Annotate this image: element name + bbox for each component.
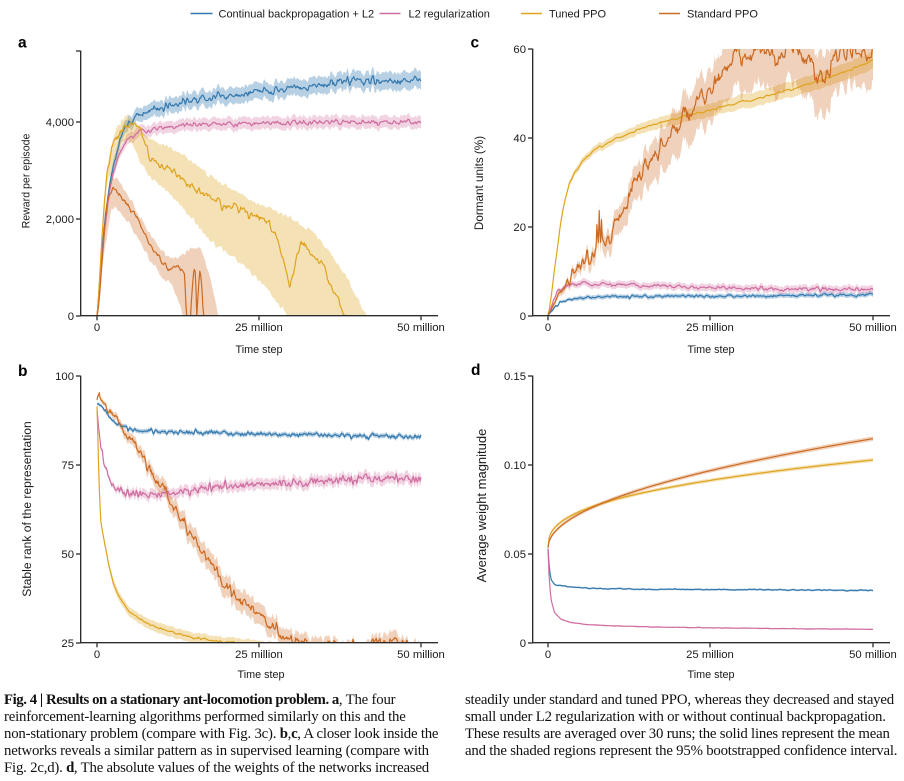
svg-text:60: 60 [513, 44, 526, 56]
svg-text:0.10: 0.10 [504, 460, 526, 472]
svg-text:40: 40 [513, 133, 526, 145]
svg-text:Continual backpropagation + L2: Continual backpropagation + L2 [219, 8, 375, 20]
svg-text:50 million: 50 million [397, 322, 445, 334]
svg-text:Stable rank of the representat: Stable rank of the representation [20, 421, 34, 596]
svg-text:c: c [471, 35, 480, 52]
svg-text:b: b [18, 363, 27, 380]
svg-text:Average weight magnitude: Average weight magnitude [474, 429, 489, 583]
svg-text:25 million: 25 million [235, 649, 283, 661]
svg-text:50 million: 50 million [397, 649, 445, 661]
svg-text:Time step: Time step [688, 669, 735, 681]
svg-text:d: d [471, 362, 480, 379]
svg-text:75: 75 [61, 460, 74, 472]
svg-text:0.15: 0.15 [504, 371, 526, 383]
svg-text:25 million: 25 million [686, 322, 734, 334]
svg-text:Reward per episode: Reward per episode [21, 133, 33, 228]
svg-text:25: 25 [61, 638, 74, 650]
svg-text:0: 0 [520, 638, 526, 650]
svg-text:20: 20 [513, 222, 526, 234]
svg-text:Time step: Time step [236, 344, 283, 356]
svg-text:0: 0 [520, 311, 526, 323]
svg-text:0: 0 [94, 322, 100, 334]
svg-text:Time step: Time step [238, 669, 285, 681]
svg-text:0: 0 [68, 311, 74, 323]
svg-text:50 million: 50 million [849, 649, 897, 661]
svg-text:Time step: Time step [688, 344, 735, 356]
svg-text:0: 0 [545, 649, 551, 661]
svg-text:2,000: 2,000 [46, 214, 74, 226]
svg-text:50: 50 [61, 549, 74, 561]
svg-text:a: a [18, 35, 27, 52]
svg-text:0: 0 [545, 322, 551, 334]
svg-text:0: 0 [94, 649, 100, 661]
svg-text:4,000: 4,000 [46, 117, 74, 129]
svg-text:25 million: 25 million [686, 649, 734, 661]
svg-text:L2 regularization: L2 regularization [409, 8, 490, 20]
svg-text:25 million: 25 million [235, 322, 283, 334]
svg-text:0.05: 0.05 [504, 549, 526, 561]
svg-text:50 million: 50 million [849, 322, 897, 334]
svg-text:Tuned PPO: Tuned PPO [549, 8, 607, 20]
svg-text:Standard PPO: Standard PPO [687, 8, 758, 20]
svg-text:Dormant units (%): Dormant units (%) [473, 136, 486, 230]
svg-text:100: 100 [55, 371, 74, 383]
